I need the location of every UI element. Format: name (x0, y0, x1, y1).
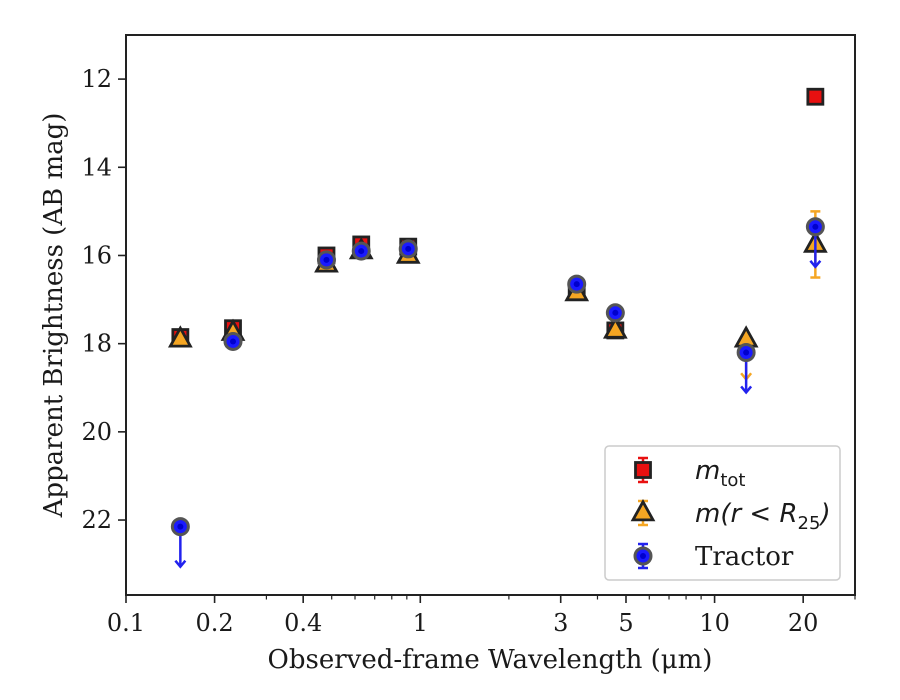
series-tractor (170, 217, 825, 569)
legend-entry: m(r < R25) (630, 498, 831, 534)
y-tick-label: 20 (81, 418, 112, 446)
upper-limit-arrowhead (174, 559, 187, 569)
data-marks (167, 87, 828, 569)
legend-marker (630, 498, 656, 522)
legend-entry: mtot (634, 456, 745, 491)
legend-box (604, 445, 841, 581)
x-tick-label: 20 (788, 609, 819, 637)
data-point-core (358, 248, 365, 255)
data-point-core (323, 256, 330, 263)
x-tick-label: 10 (699, 609, 730, 637)
data-point (602, 316, 628, 339)
y-tick-label: 18 (81, 330, 112, 358)
data-point (806, 87, 825, 106)
data-point-core (177, 523, 184, 530)
data-point-core (573, 281, 580, 288)
data-point-core (612, 309, 619, 316)
x-tick-label: 0.2 (196, 609, 234, 637)
series-m-r-r25- (167, 210, 828, 382)
series-m-tot (171, 87, 825, 346)
legend-marker-core (640, 553, 646, 559)
axes-frame (125, 34, 856, 596)
y-tick-label: 16 (81, 241, 112, 269)
y-tick-label: 22 (81, 506, 112, 534)
y-axis-title: Apparent Brightness (AB mag) (39, 113, 69, 519)
data-point (167, 325, 193, 348)
data-point-core (405, 245, 412, 252)
upper-limit-arrowhead (809, 260, 822, 269)
y-tick-label: 12 (81, 65, 112, 93)
x-tick-label: 0.4 (284, 609, 322, 637)
legend-label: mtot (695, 456, 745, 491)
legend-label: m(r < R25) (695, 499, 831, 534)
x-tick-label: 0.1 (107, 609, 145, 637)
data-point-core (743, 349, 750, 356)
data-point-core (812, 223, 819, 230)
y-tick-label: 14 (81, 153, 112, 181)
data-point-core (230, 338, 237, 345)
upper-limit-arrowhead (740, 385, 753, 395)
x-tick-label: 1 (413, 609, 428, 637)
axis-ticks: 0.1 0.2 0.4 1 3 5 10 20 12 14 16 18 20 22 (81, 65, 856, 637)
legend: mtot m(r < R25) Tractor (604, 445, 841, 581)
x-tick-label: 3 (553, 609, 568, 637)
legend-marker (634, 461, 652, 479)
legend-label: Tractor (695, 542, 794, 572)
legend-entry: Tractor (633, 542, 794, 572)
plot-frame (125, 34, 856, 596)
x-axis-title: Observed-frame Wavelength (μm) (268, 645, 713, 675)
x-tick-label: 5 (618, 609, 633, 637)
